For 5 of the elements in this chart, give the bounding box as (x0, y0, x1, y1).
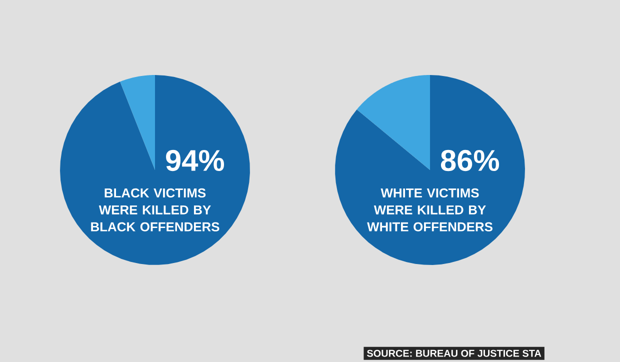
source-note: SOURCE: BUREAU OF JUSTICE STA (366, 350, 542, 357)
slice-label: WHITE VICTIMS WERE KILLED BY WHITE OFFENDERS (367, 188, 492, 232)
slice-label: BLACK VICTIMS WERE KILLED BY BLACK OFFENDERS (91, 188, 220, 232)
data-label: 94% (166, 150, 224, 172)
data-label: 86% (440, 150, 500, 172)
